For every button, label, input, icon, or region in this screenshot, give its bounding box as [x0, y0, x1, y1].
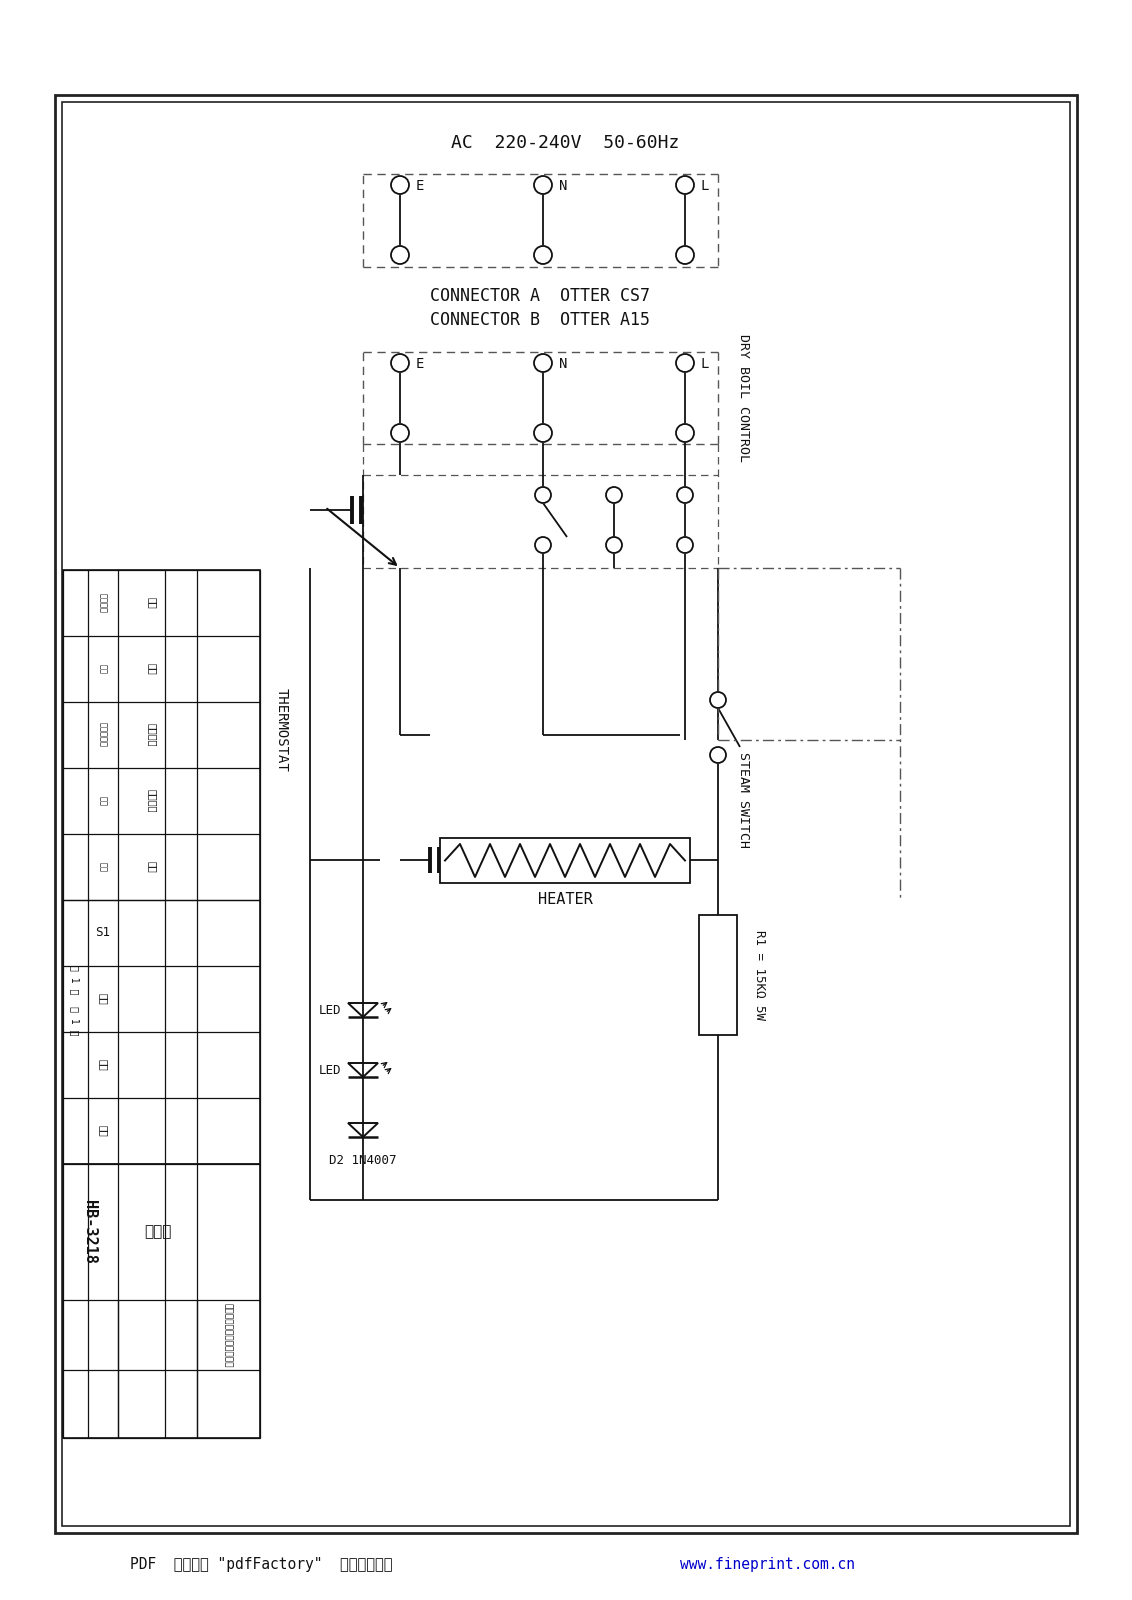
- Text: 重量: 重量: [98, 1059, 108, 1070]
- Circle shape: [606, 486, 621, 502]
- Text: 中山深凌电热电器有限公司: 中山深凌电热电器有限公司: [223, 1302, 232, 1368]
- Bar: [63, 570, 260, 1438]
- Text: 规定: 规定: [147, 662, 157, 675]
- Text: LED: LED: [318, 1003, 341, 1016]
- Text: HEATER: HEATER: [538, 893, 592, 907]
- Text: 符合规定: 符合规定: [147, 723, 157, 747]
- Text: 签字: 签字: [98, 795, 108, 806]
- Text: E: E: [415, 179, 424, 194]
- Text: L: L: [701, 179, 710, 194]
- Circle shape: [677, 538, 693, 554]
- Text: CONNECTOR A  OTTER CS7: CONNECTOR A OTTER CS7: [430, 286, 650, 306]
- Text: DRY BOIL CONTROL: DRY BOIL CONTROL: [737, 334, 749, 462]
- Circle shape: [676, 246, 694, 264]
- Circle shape: [676, 176, 694, 194]
- Circle shape: [534, 424, 552, 442]
- Text: R1 = 15KΩ 5W: R1 = 15KΩ 5W: [754, 930, 766, 1021]
- Text: 共 1 张  第 1 张: 共 1 张 第 1 张: [70, 965, 80, 1035]
- Circle shape: [535, 486, 551, 502]
- Circle shape: [677, 486, 693, 502]
- Text: D2 1N4007: D2 1N4007: [329, 1154, 396, 1166]
- Text: 规格: 规格: [147, 597, 157, 610]
- Bar: [55, 94, 1077, 1533]
- Circle shape: [710, 691, 726, 707]
- Text: www.fineprint.com.cn: www.fineprint.com.cn: [680, 1557, 855, 1573]
- Circle shape: [710, 747, 726, 763]
- Text: 电路图: 电路图: [144, 1224, 172, 1240]
- Text: 各方签字: 各方签字: [147, 789, 157, 813]
- Bar: [698, 915, 737, 1035]
- Text: THERMOSTAT: THERMOSTAT: [275, 688, 289, 771]
- Circle shape: [606, 538, 621, 554]
- Circle shape: [391, 246, 409, 264]
- Text: 日期: 日期: [98, 862, 108, 872]
- Text: PDF  文件使用 "pdfFactory"  试用版本创建: PDF 文件使用 "pdfFactory" 试用版本创建: [130, 1557, 410, 1573]
- Text: AC  220-240V  50-60Hz: AC 220-240V 50-60Hz: [451, 134, 679, 152]
- Circle shape: [534, 176, 552, 194]
- Text: HB-3218: HB-3218: [83, 1200, 97, 1264]
- Circle shape: [534, 246, 552, 264]
- Circle shape: [391, 354, 409, 371]
- Circle shape: [676, 354, 694, 371]
- Text: STEAM SWITCH: STEAM SWITCH: [737, 752, 749, 848]
- Circle shape: [534, 354, 552, 371]
- Bar: [62, 102, 1070, 1526]
- Text: 版次: 版次: [98, 994, 108, 1005]
- Text: S1: S1: [95, 926, 111, 939]
- Text: 数量: 数量: [98, 664, 108, 674]
- Text: N: N: [559, 179, 567, 194]
- Text: N: N: [559, 357, 567, 371]
- Text: 价値: 价値: [147, 861, 157, 874]
- Text: 比例: 比例: [98, 1125, 108, 1138]
- Text: L: L: [701, 357, 710, 371]
- Circle shape: [391, 176, 409, 194]
- Circle shape: [535, 538, 551, 554]
- Text: E: E: [415, 357, 424, 371]
- Circle shape: [391, 424, 409, 442]
- Text: LED: LED: [318, 1064, 341, 1077]
- Circle shape: [676, 424, 694, 442]
- Text: CONNECTOR B  OTTER A15: CONNECTOR B OTTER A15: [430, 310, 650, 330]
- Text: 更改标记: 更改标记: [98, 594, 108, 613]
- Text: 更改文件号: 更改文件号: [98, 723, 108, 747]
- Bar: [440, 838, 691, 883]
